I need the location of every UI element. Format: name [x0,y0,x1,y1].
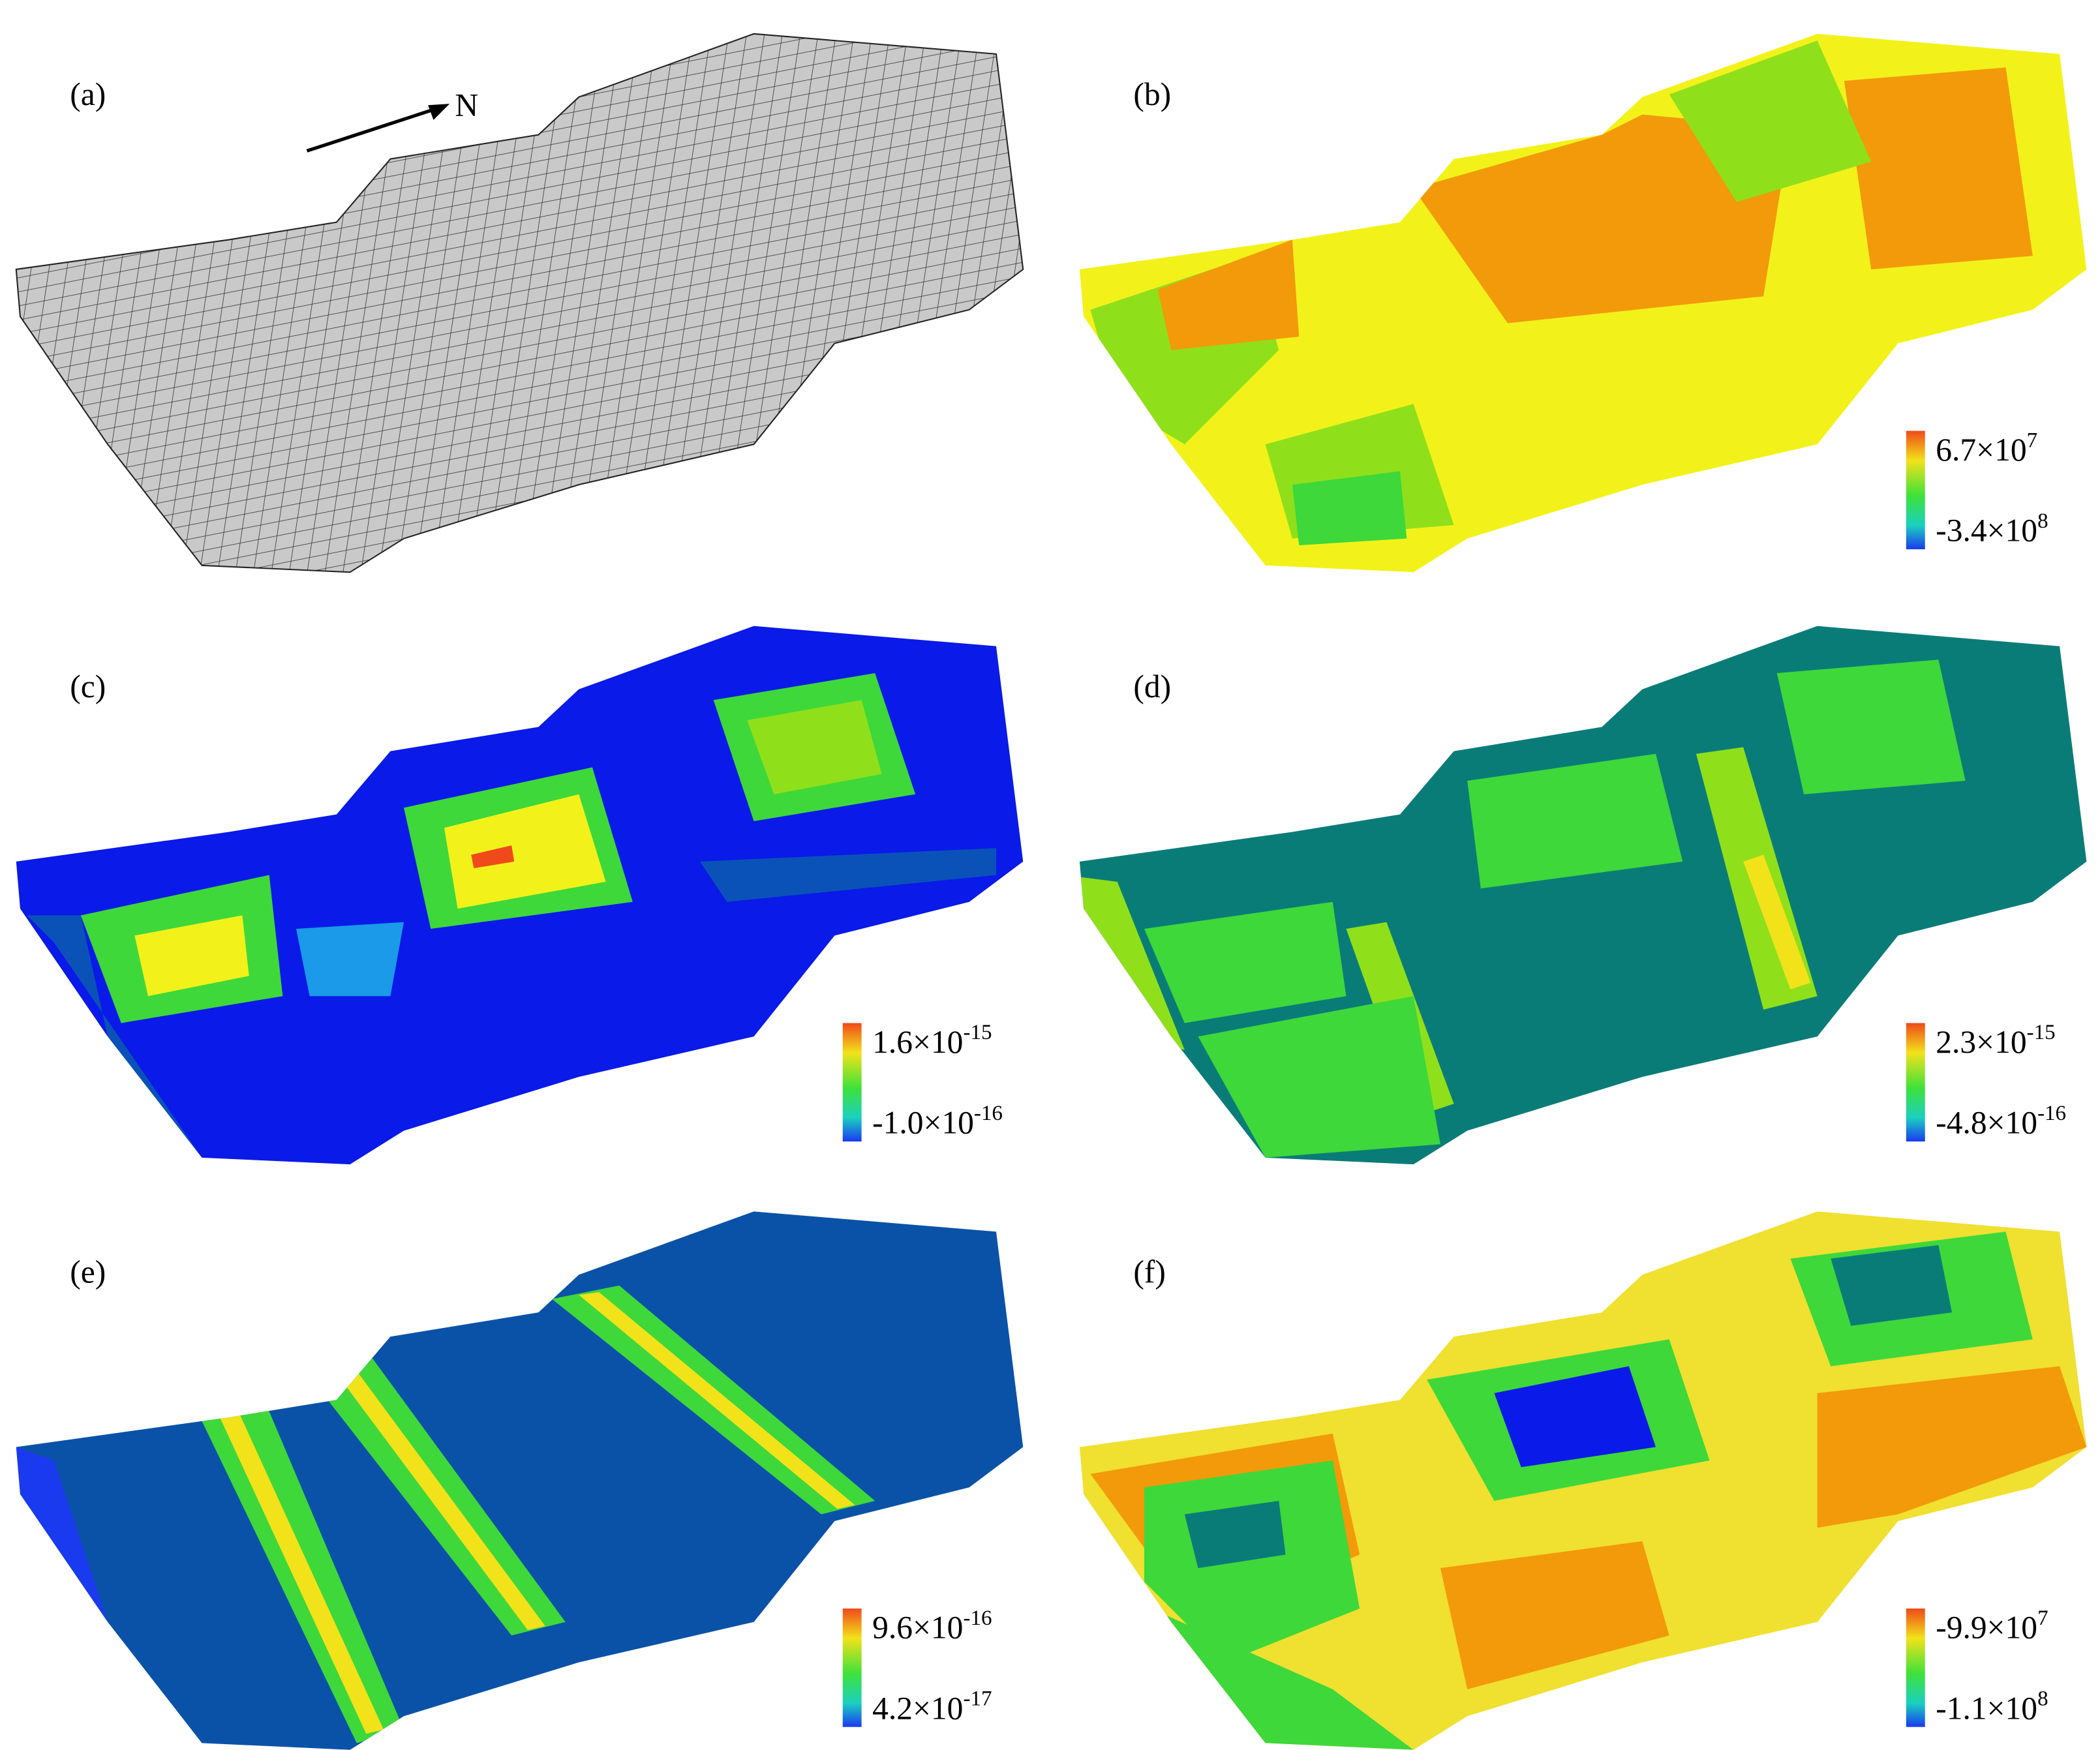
contour-region [1467,753,1683,889]
colorbar-label: -9.9×107 [1936,1607,2048,1646]
label-exponent: -16 [2037,1102,2066,1125]
colorbar-label: -1.0×10-16 [872,1102,1003,1141]
contour-region [1157,239,1300,350]
label-base: 2.3×10 [1936,1024,2026,1060]
contour-region [579,1292,855,1509]
contour-region [134,915,249,997]
contour-region [1743,854,1811,989]
contour-region [1776,659,1966,794]
contour-region [471,845,515,869]
label-base: -1.1×10 [1936,1690,2037,1726]
panel-label: (d) [1133,669,1171,704]
label-base: -1.0×10 [872,1105,974,1141]
contour-region [1144,1460,1360,1663]
panel: (e) 9.6×10-16 4.2×10-17 [16,1211,1024,1750]
north-arrow [306,106,440,153]
contour-region [1413,114,1791,324]
contour-region [16,1447,108,1622]
label-base: 1.6×10 [872,1024,963,1060]
contour-region [1844,67,2033,269]
colorbar-label: 2.3×10-15 [1936,1021,2055,1060]
label-exponent: 8 [2037,509,2048,533]
contour-region [1079,875,1185,1050]
panel: (b) 6.7×107 -3.4×108 [1079,33,2087,573]
panel-label: (f) [1133,1254,1165,1290]
contour-region [1669,40,1872,202]
contour-region [700,848,996,902]
colorbar-label: -1.1×108 [1936,1687,2048,1727]
contour-region [1817,1366,2087,1528]
contour-region [1831,1245,1953,1326]
colorbar [1906,1608,1925,1727]
colorbar-label: -3.4×108 [1936,509,2048,549]
panel: (c) 1.6×10-15 -1.0×10-16 [16,626,1024,1165]
colorbar [1906,1023,1925,1142]
label-exponent: -16 [974,1102,1003,1125]
label-exponent: -15 [963,1021,992,1044]
contour-region [1198,996,1440,1158]
north-label: N [455,87,478,123]
panel: (f) -9.9×107 -1.1×108 [1079,1211,2087,1750]
contour-region [444,794,606,909]
label-exponent: 7 [2037,1607,2048,1630]
label-base: 4.2×10 [872,1690,963,1726]
label-exponent: 7 [2027,429,2038,452]
slab [15,33,1024,573]
colorbar [842,1023,862,1142]
contour-region [1184,1501,1286,1569]
panel: (a) N [15,33,1024,573]
contour-region [747,700,882,794]
panel: (d) 2.3×10-15 -4.8×10-16 [1079,626,2087,1165]
contours [16,1285,875,1743]
colorbar-label: 4.2×10-17 [872,1687,992,1727]
label-exponent: -17 [963,1687,992,1711]
contours [1079,659,1966,1158]
colorbar-label: 1.6×10-15 [872,1021,992,1060]
contour-region [1144,901,1347,1023]
colorbar [1906,430,1925,550]
contours [1090,1231,2087,1750]
contours [27,672,996,1158]
label-base: 9.6×10 [872,1609,963,1645]
label-base: 6.7×10 [1936,432,2026,468]
label-exponent: -16 [963,1607,992,1630]
label-base: -9.9×10 [1936,1609,2037,1645]
panel-label: (c) [70,669,106,704]
label-base: -4.8×10 [1936,1105,2037,1141]
colorbar-label: 9.6×10-16 [872,1607,992,1646]
label-base: -3.4×10 [1936,513,2037,549]
label-exponent: 8 [2037,1687,2048,1711]
panel-label: (b) [1133,76,1171,112]
contour-region [1292,471,1407,545]
contour-region [296,922,404,997]
panel-label: (e) [70,1254,106,1290]
slab [16,1211,1024,1750]
colorbar-label: -4.8×10-16 [1936,1102,2066,1141]
label-exponent: -15 [2027,1021,2056,1044]
colorbar [842,1608,862,1727]
contour-region [323,1353,545,1631]
contour-region [1494,1366,1656,1468]
arrow-head [428,104,450,120]
colorbar-label: 6.7×107 [1936,429,2037,468]
panel-label: (a) [70,76,106,112]
contour-region [1440,1541,1669,1689]
contour-region [208,1390,384,1734]
contour-region [27,915,202,1158]
